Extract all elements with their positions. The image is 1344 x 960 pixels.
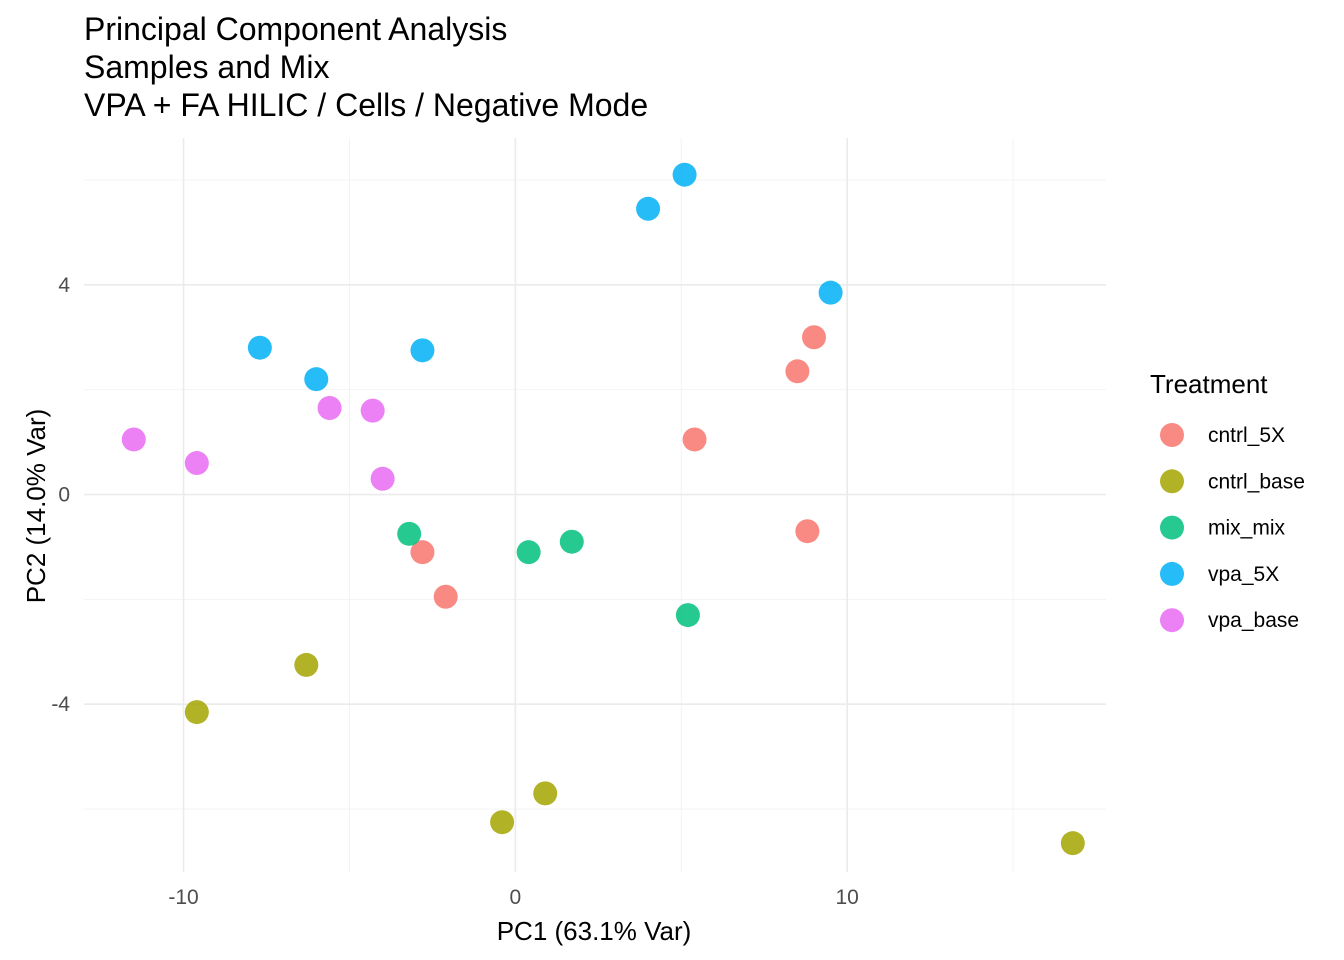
data-point [294, 652, 319, 677]
chart-title: Principal Component Analysis Samples and… [84, 11, 648, 123]
data-point [433, 584, 458, 609]
x-tick-label: 10 [836, 886, 859, 909]
x-tick-label: -10 [168, 886, 198, 909]
data-point [636, 196, 661, 221]
y-axis-title: PC2 (14.0% Var) [21, 409, 51, 604]
data-point [516, 540, 541, 565]
data-point [184, 700, 209, 725]
legend-label: cntrl_5X [1208, 424, 1285, 447]
y-tick-label: 0 [58, 484, 70, 507]
legend-label: mix_mix [1208, 517, 1285, 540]
legend-item-cntrl-5X: cntrl_5X [1160, 423, 1285, 447]
legend-label: vpa_5X [1208, 563, 1279, 586]
legend-item-vpa-base: vpa_base [1160, 608, 1299, 633]
legend-key [1160, 423, 1184, 447]
data-point [370, 466, 395, 491]
legend: Treatment cntrl_5X cntrl_base mix_mix vpa_5… [1150, 369, 1305, 633]
legend-key [1160, 515, 1184, 540]
data-point [818, 280, 843, 305]
title-line-2: Samples and Mix [84, 49, 329, 85]
legend-key [1160, 561, 1184, 586]
y-tick-label: -4 [51, 693, 70, 716]
series-cntrl-5X [410, 325, 826, 609]
series-vpa-5X [247, 162, 843, 392]
legend-item-mix-mix: mix_mix [1160, 515, 1285, 540]
data-point [1060, 831, 1085, 856]
data-point [121, 427, 146, 452]
x-tick-label: 0 [510, 886, 522, 909]
data-point [184, 451, 209, 476]
data-point [559, 529, 584, 554]
data-point [490, 810, 515, 835]
legend-item-cntrl-base: cntrl_base [1160, 469, 1305, 494]
data-point [533, 781, 558, 806]
title-line-3: VPA + FA HILIC / Cells / Negative Mode [84, 87, 648, 123]
data-point [360, 398, 385, 423]
data-point [410, 338, 435, 363]
title-line-1: Principal Component Analysis [84, 11, 507, 47]
axis-ticks: -10 0 10 -4 0 4 [51, 274, 859, 909]
data-point [247, 335, 272, 360]
legend-item-vpa-5X: vpa_5X [1160, 561, 1279, 586]
data-point [795, 519, 820, 544]
data-point [317, 396, 342, 421]
legend-label: vpa_base [1208, 609, 1299, 632]
series-mix-mix [397, 521, 700, 628]
data-point [397, 521, 422, 546]
data-point [675, 603, 700, 628]
series-cntrl-base [184, 652, 1085, 856]
data-point [410, 540, 435, 565]
data-point [785, 359, 810, 384]
legend-key [1160, 608, 1184, 633]
data-points [121, 162, 1085, 856]
x-axis-title: PC1 (63.1% Var) [497, 916, 692, 946]
y-tick-label: 4 [58, 274, 70, 297]
data-point [802, 325, 826, 350]
legend-title: Treatment [1150, 369, 1268, 399]
data-point [682, 427, 707, 452]
data-point [672, 162, 697, 187]
series-vpa-base [121, 396, 395, 491]
data-point [304, 367, 329, 392]
legend-label: cntrl_base [1208, 470, 1305, 493]
legend-key [1160, 469, 1184, 494]
grid [84, 138, 1106, 872]
